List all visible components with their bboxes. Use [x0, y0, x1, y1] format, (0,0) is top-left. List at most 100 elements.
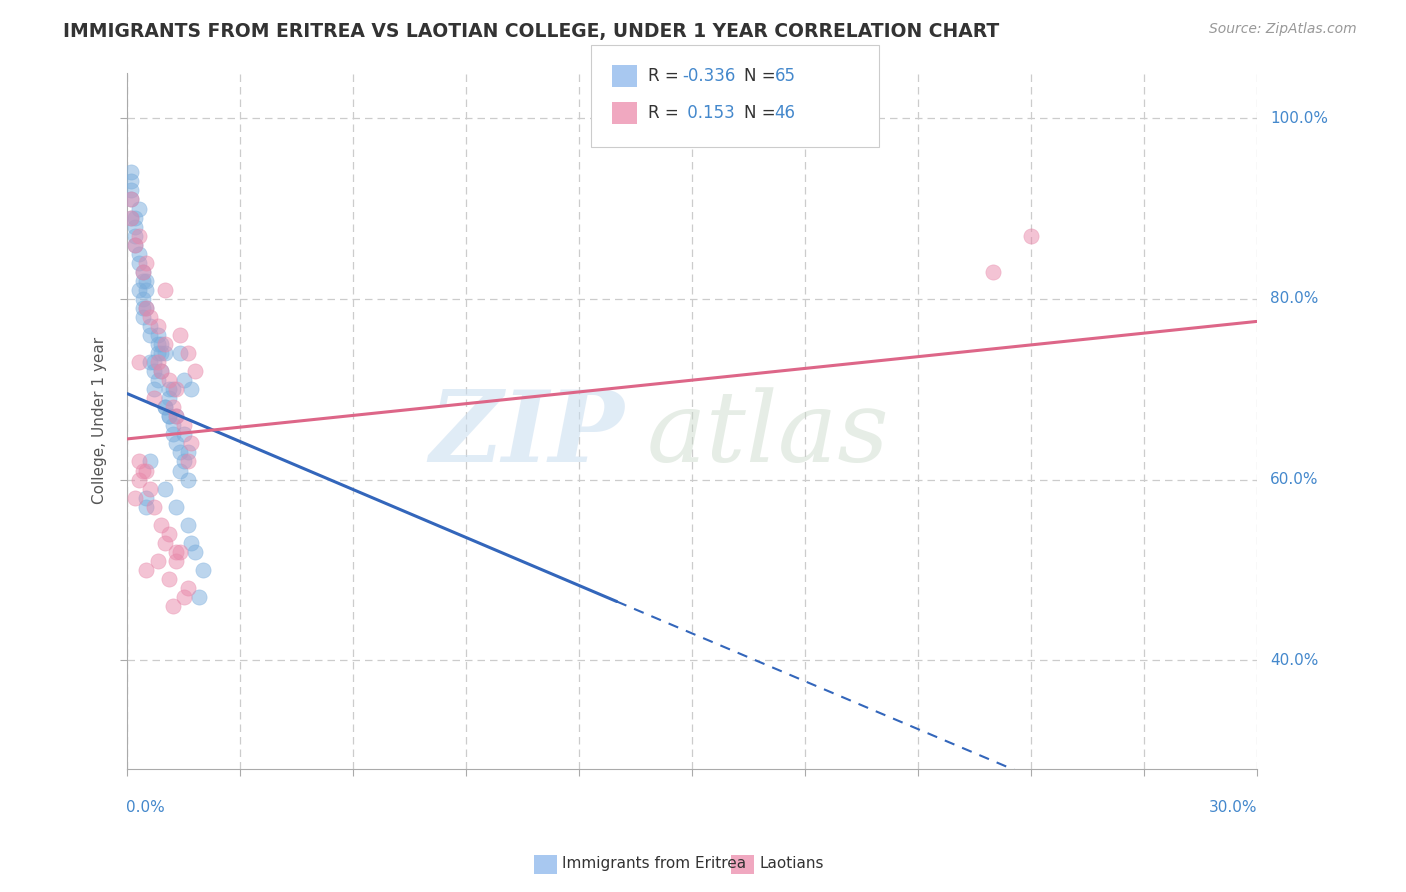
Point: [150, 337, 173, 351]
Point: [153, 283, 176, 297]
Text: R =: R =: [648, 104, 685, 122]
Point: [162, 418, 184, 433]
Point: [142, 500, 165, 514]
Point: [176, 473, 198, 487]
Point: [173, 427, 195, 442]
Point: [162, 382, 184, 396]
Point: [124, 228, 146, 243]
Text: Immigrants from Eritrea: Immigrants from Eritrea: [562, 856, 747, 871]
Point: [176, 517, 198, 532]
Point: [165, 554, 187, 568]
Point: [139, 318, 162, 333]
Point: [146, 337, 169, 351]
Point: [153, 536, 176, 550]
Point: [124, 491, 146, 505]
Point: [131, 292, 153, 306]
Point: [176, 445, 198, 459]
Text: IMMIGRANTS FROM ERITREA VS LAOTIAN COLLEGE, UNDER 1 YEAR CORRELATION CHART: IMMIGRANTS FROM ERITREA VS LAOTIAN COLLE…: [63, 22, 1000, 41]
Point: [146, 554, 169, 568]
Point: [135, 274, 157, 288]
Point: [150, 346, 173, 360]
Point: [1019, 228, 1042, 243]
Point: [131, 265, 153, 279]
Point: [131, 301, 153, 315]
Point: [142, 382, 165, 396]
Point: [165, 409, 187, 424]
Text: ZIP: ZIP: [429, 386, 624, 483]
Text: 0.0%: 0.0%: [127, 800, 165, 815]
Point: [165, 436, 187, 450]
Point: [139, 355, 162, 369]
Text: 46: 46: [775, 104, 796, 122]
Text: N =: N =: [744, 104, 780, 122]
Point: [157, 409, 180, 424]
Point: [135, 563, 157, 577]
Point: [142, 364, 165, 378]
Text: N =: N =: [744, 67, 780, 85]
Point: [153, 401, 176, 415]
Point: [153, 346, 176, 360]
Point: [173, 454, 195, 468]
Point: [146, 346, 169, 360]
Point: [157, 409, 180, 424]
Point: [128, 355, 150, 369]
Text: -0.336: -0.336: [682, 67, 735, 85]
Point: [146, 318, 169, 333]
Point: [135, 256, 157, 270]
Point: [135, 491, 157, 505]
Point: [173, 590, 195, 604]
Point: [120, 193, 142, 207]
Point: [142, 391, 165, 405]
Point: [120, 211, 142, 225]
Point: [124, 237, 146, 252]
Point: [124, 211, 146, 225]
Point: [157, 391, 180, 405]
Point: [128, 283, 150, 297]
Text: 0.153: 0.153: [682, 104, 735, 122]
Point: [173, 373, 195, 387]
Point: [120, 211, 142, 225]
Point: [165, 382, 187, 396]
Point: [165, 500, 187, 514]
Point: [157, 382, 180, 396]
Point: [128, 246, 150, 260]
Text: Source: ZipAtlas.com: Source: ZipAtlas.com: [1209, 22, 1357, 37]
Text: 30.0%: 30.0%: [1209, 800, 1258, 815]
Text: Laotians: Laotians: [759, 856, 824, 871]
Point: [131, 463, 153, 477]
Point: [120, 193, 142, 207]
Point: [120, 165, 142, 179]
Point: [128, 202, 150, 216]
Point: [128, 473, 150, 487]
Point: [153, 482, 176, 496]
Point: [128, 228, 150, 243]
Point: [165, 409, 187, 424]
Point: [191, 563, 214, 577]
Text: atlas: atlas: [647, 387, 890, 483]
Point: [135, 301, 157, 315]
Text: 80.0%: 80.0%: [1270, 292, 1319, 306]
Text: 65: 65: [775, 67, 796, 85]
Text: R =: R =: [648, 67, 685, 85]
Point: [146, 373, 169, 387]
Point: [176, 346, 198, 360]
Text: 100.0%: 100.0%: [1270, 111, 1329, 126]
Point: [162, 599, 184, 613]
Point: [162, 401, 184, 415]
Point: [157, 373, 180, 387]
Point: [176, 454, 198, 468]
Point: [139, 328, 162, 343]
Point: [131, 274, 153, 288]
Text: 40.0%: 40.0%: [1270, 653, 1319, 668]
Point: [153, 337, 176, 351]
Point: [150, 364, 173, 378]
Point: [157, 526, 180, 541]
Point: [139, 482, 162, 496]
Point: [184, 545, 207, 559]
Point: [124, 219, 146, 234]
Point: [150, 364, 173, 378]
Point: [169, 545, 191, 559]
Point: [120, 183, 142, 197]
Point: [184, 364, 207, 378]
Point: [165, 545, 187, 559]
